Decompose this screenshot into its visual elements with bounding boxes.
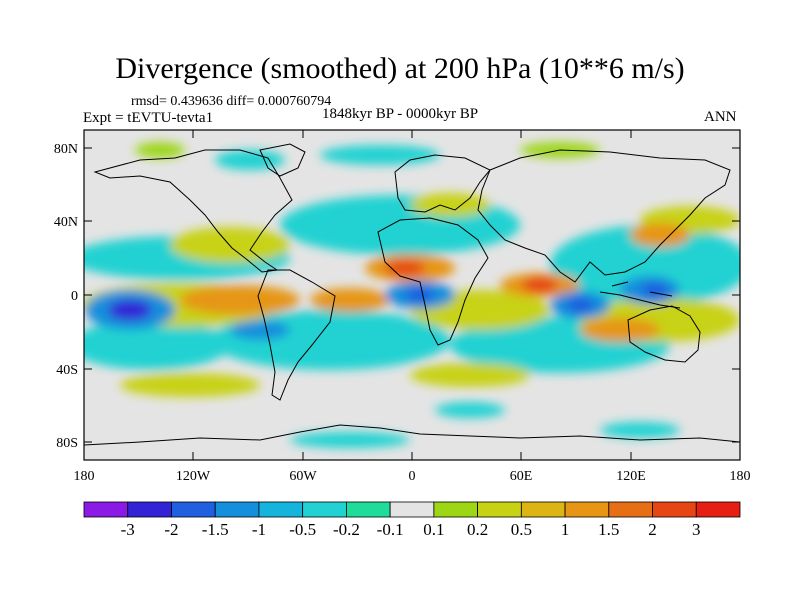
- lon-label: 120W: [176, 469, 211, 484]
- lat-labels: 80N 40N 0 40S 80S: [54, 142, 78, 451]
- colorbar-swatch: [345, 501, 391, 518]
- colorbar-label: -0.5: [289, 520, 316, 539]
- colorbar-swatch: [127, 501, 172, 518]
- colorbar-swatch: [83, 501, 129, 518]
- colorbar-label: -3: [121, 520, 135, 539]
- lat-label: 40N: [54, 215, 78, 230]
- colorbar-label: -0.1: [377, 520, 404, 539]
- colorbar-swatch: [214, 501, 260, 518]
- lon-label: 180: [74, 469, 95, 484]
- australia-outline: [627, 305, 701, 363]
- south-america-outline: [257, 269, 336, 401]
- colorbar-swatch: [564, 501, 610, 518]
- greenland-outline: [259, 143, 306, 177]
- colorbar: [83, 501, 741, 518]
- lat-label: 40S: [56, 363, 78, 378]
- colorbar-label: 0.2: [467, 520, 488, 539]
- colorbar-swatch: [477, 501, 522, 518]
- colorbar-label: 3: [692, 520, 701, 539]
- lat-label: 0: [71, 289, 78, 304]
- lon-label: 120E: [616, 469, 646, 484]
- colorbar-swatch: [608, 501, 653, 518]
- colorbar-label: -1.5: [202, 520, 229, 539]
- stats-text: rmsd= 0.439636 diff= 0.000760794: [131, 94, 332, 109]
- coastlines: [84, 143, 740, 446]
- europe-outline: [394, 154, 491, 213]
- season-label: ANN: [704, 109, 737, 125]
- colorbar-label: 1: [561, 520, 570, 539]
- africa-outline: [377, 217, 489, 346]
- colorbar-swatch: [652, 501, 697, 518]
- experiment-label: Expt = tEVTU-tevta1: [83, 110, 214, 126]
- colorbar-swatch: [171, 501, 216, 518]
- period-label: 1848kyr BP - 0000kyr BP: [322, 106, 479, 122]
- colorbar-swatch: [389, 501, 435, 518]
- colorbar-swatch: [520, 501, 566, 518]
- lon-label: 60W: [289, 469, 317, 484]
- lon-label: 0: [409, 469, 416, 484]
- colorbar-label: 0.1: [423, 520, 444, 539]
- lat-label: 80N: [54, 142, 78, 157]
- colorbar-swatch: [433, 501, 479, 518]
- antarctica-outline: [84, 424, 740, 446]
- lat-label: 80S: [56, 436, 78, 451]
- colorbar-label: 0.5: [511, 520, 532, 539]
- divergence-field: [84, 142, 740, 448]
- colorbar-label: -2: [164, 520, 178, 539]
- asia-outline: [477, 149, 731, 283]
- north-america-outline: [93, 149, 293, 273]
- lon-label: 60E: [510, 469, 533, 484]
- colorbar-labels: -3 -2 -1.5 -1 -0.5 -0.2 -0.1 0.1 0.2 0.5 1 1.5 2 3: [121, 520, 701, 539]
- colorbar-label: 1.5: [598, 520, 619, 539]
- lon-ticks: [83, 130, 741, 460]
- indonesia-outline: [599, 281, 681, 309]
- lon-label: 180: [730, 469, 751, 484]
- colorbar-swatch: [302, 501, 347, 518]
- colorbar-swatch: [258, 501, 304, 518]
- colorbar-swatch: [695, 501, 741, 518]
- plot-title: Divergence (smoothed) at 200 hPa (10**6 …: [115, 52, 685, 85]
- lon-labels: 180 120W 60W 0 60E 120E 180: [74, 469, 751, 484]
- lat-ticks: [84, 147, 740, 443]
- colorbar-label: 2: [648, 520, 657, 539]
- colorbar-label: -1: [252, 520, 266, 539]
- colorbar-label: -0.2: [333, 520, 360, 539]
